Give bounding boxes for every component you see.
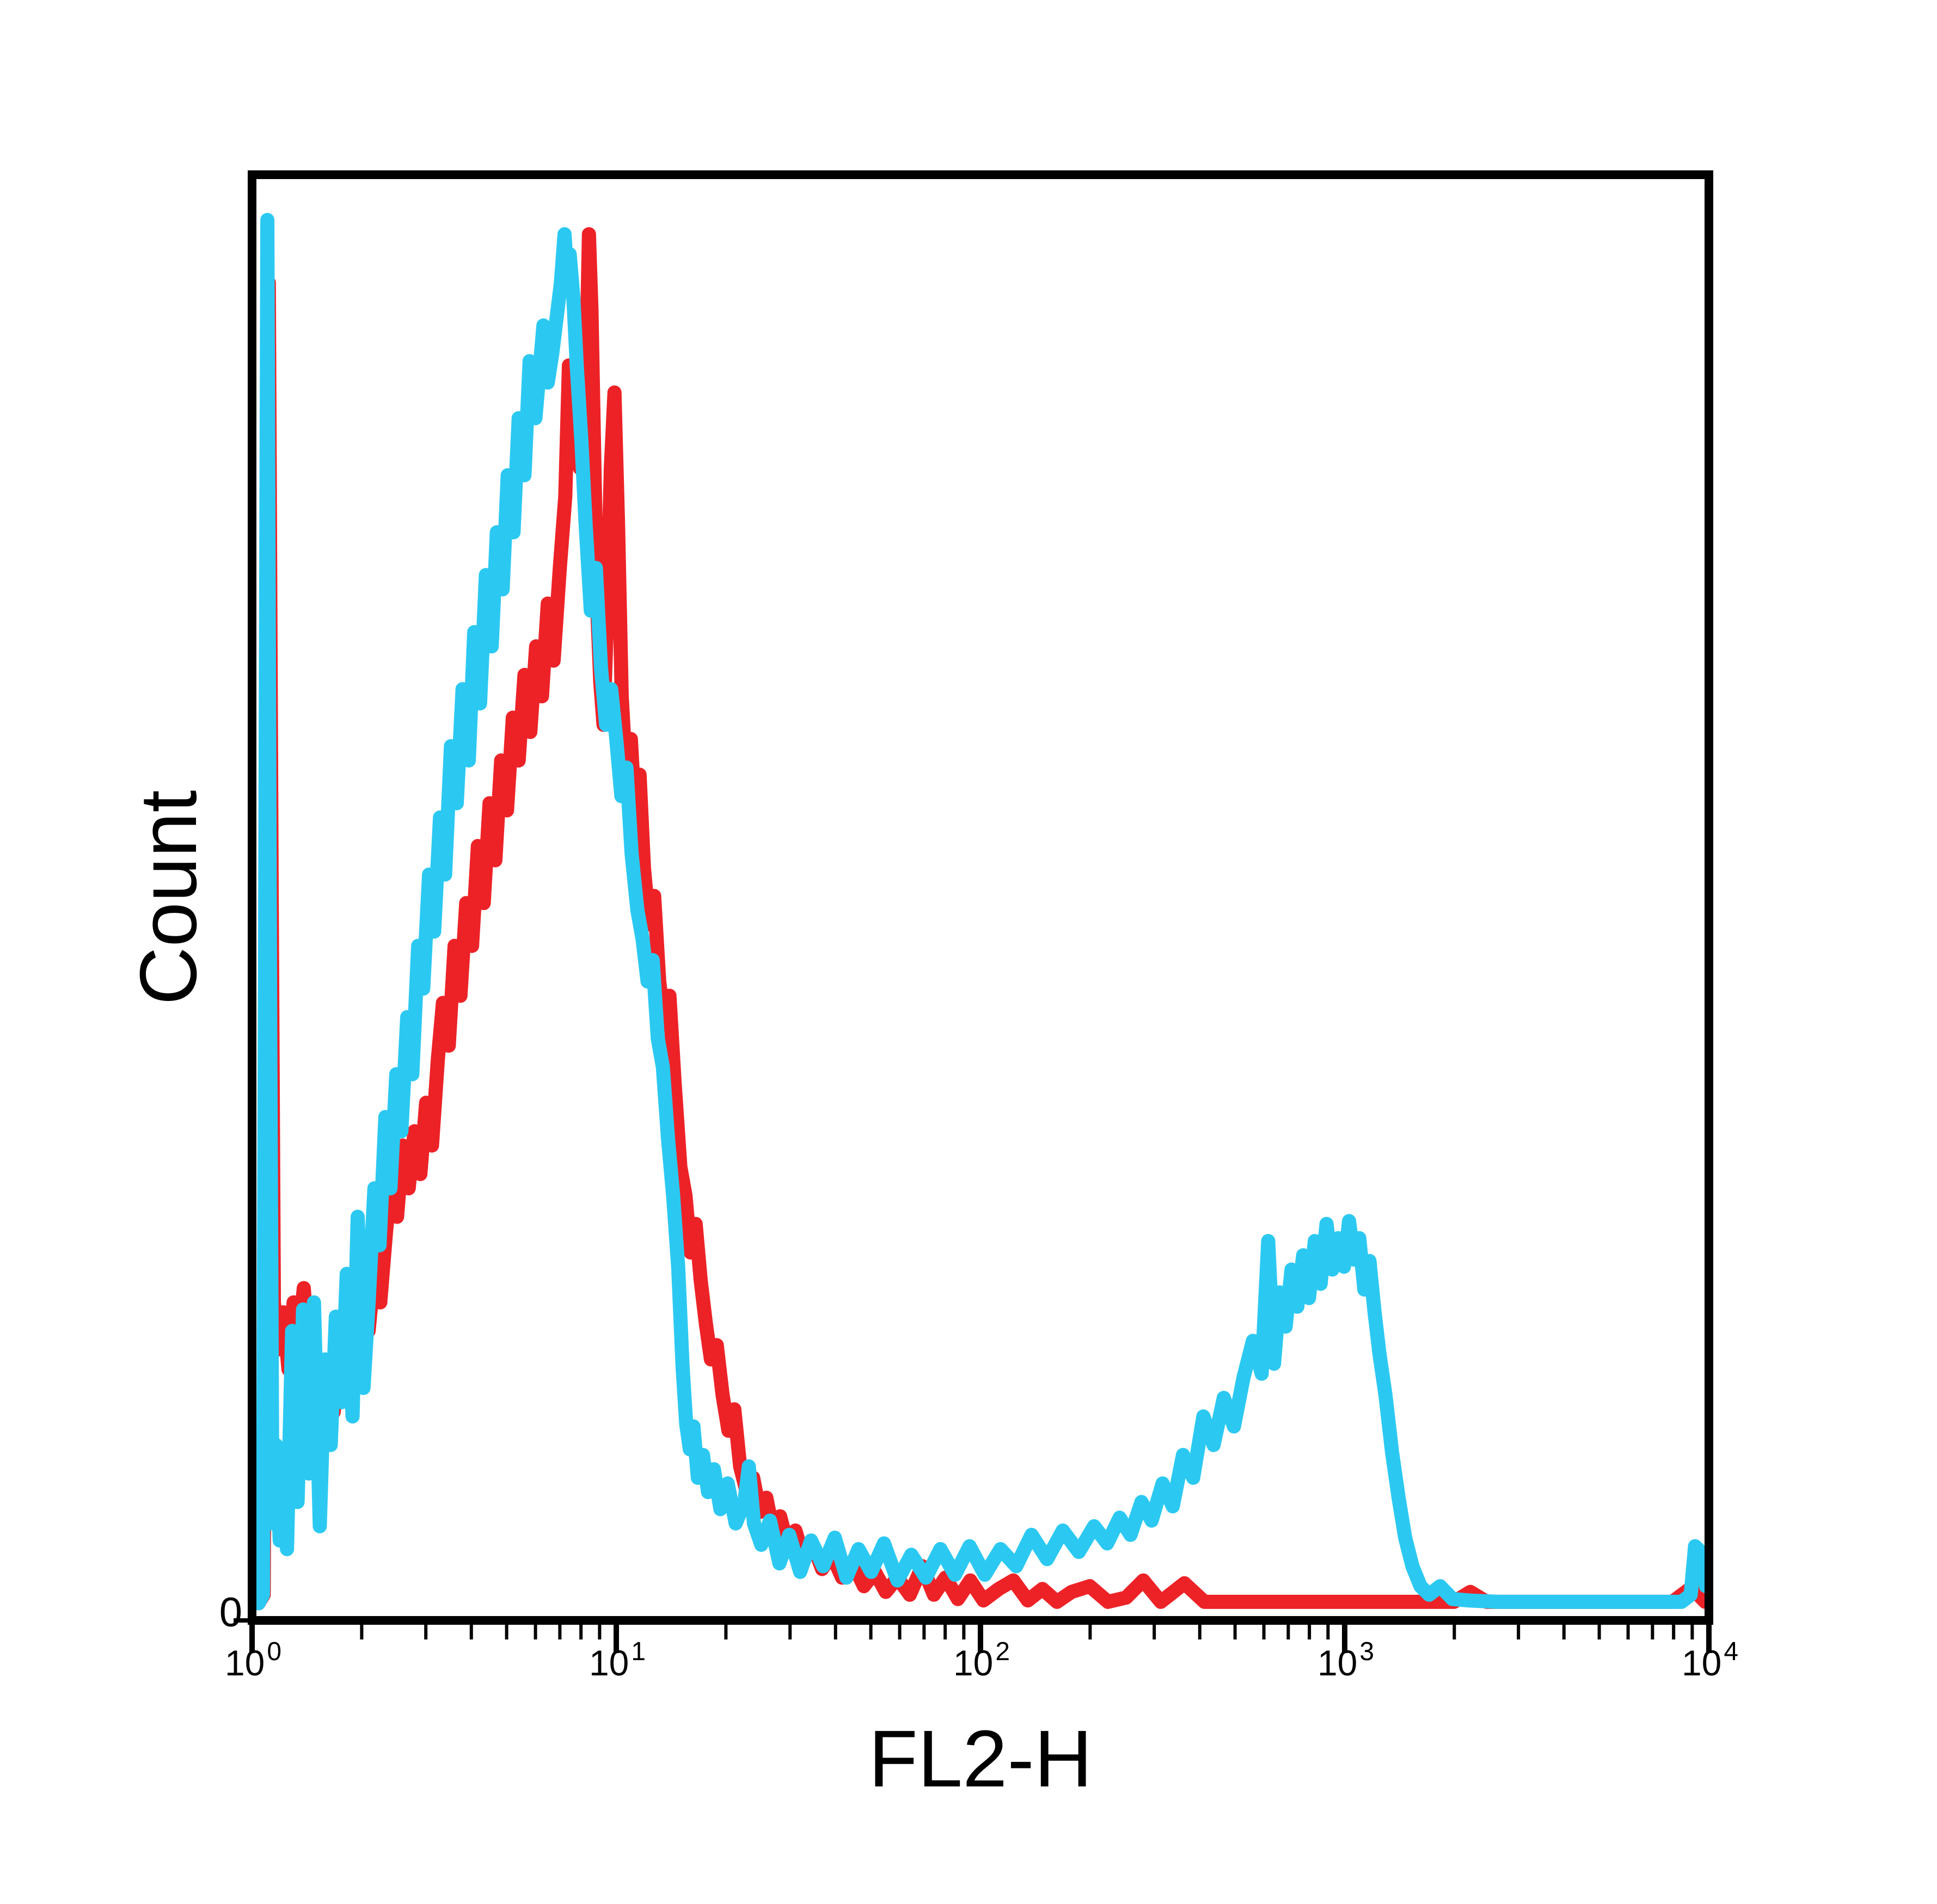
- x-tick-label-10e3: 103: [1317, 1639, 1374, 1683]
- x-tick-label-base: 10: [589, 1643, 629, 1683]
- x-tick-label-10e4: 104: [1681, 1639, 1738, 1683]
- x-tick-label-base: 10: [1317, 1643, 1358, 1683]
- x-tick-label-exponent: 4: [1724, 1637, 1739, 1666]
- x-tick-label-base: 10: [953, 1643, 994, 1683]
- x-tick-label-exponent: 1: [631, 1637, 646, 1666]
- plot-box-border: [248, 170, 1713, 1625]
- x-tick-label-exponent: 0: [267, 1637, 282, 1666]
- x-axis-title: FL2-H: [868, 1714, 1093, 1804]
- x-tick-label-10e1: 101: [589, 1639, 646, 1683]
- cyan-histogram-curve: [256, 213, 1705, 1611]
- axis-ticks: [234, 1618, 1712, 1653]
- x-tick-label-base: 10: [1681, 1643, 1722, 1683]
- x-tick-label-exponent: 2: [995, 1637, 1010, 1666]
- x-tick-label-10e0: 100: [224, 1639, 281, 1683]
- x-tick-label-base: 10: [224, 1643, 265, 1683]
- x-tick-label-10e2: 102: [953, 1639, 1010, 1683]
- y-axis-title: Count: [124, 790, 213, 1005]
- y-axis-tick-label-zero: 0: [219, 1589, 242, 1636]
- x-tick-label-exponent: 3: [1359, 1637, 1375, 1666]
- red-histogram-curve: [256, 227, 1705, 1611]
